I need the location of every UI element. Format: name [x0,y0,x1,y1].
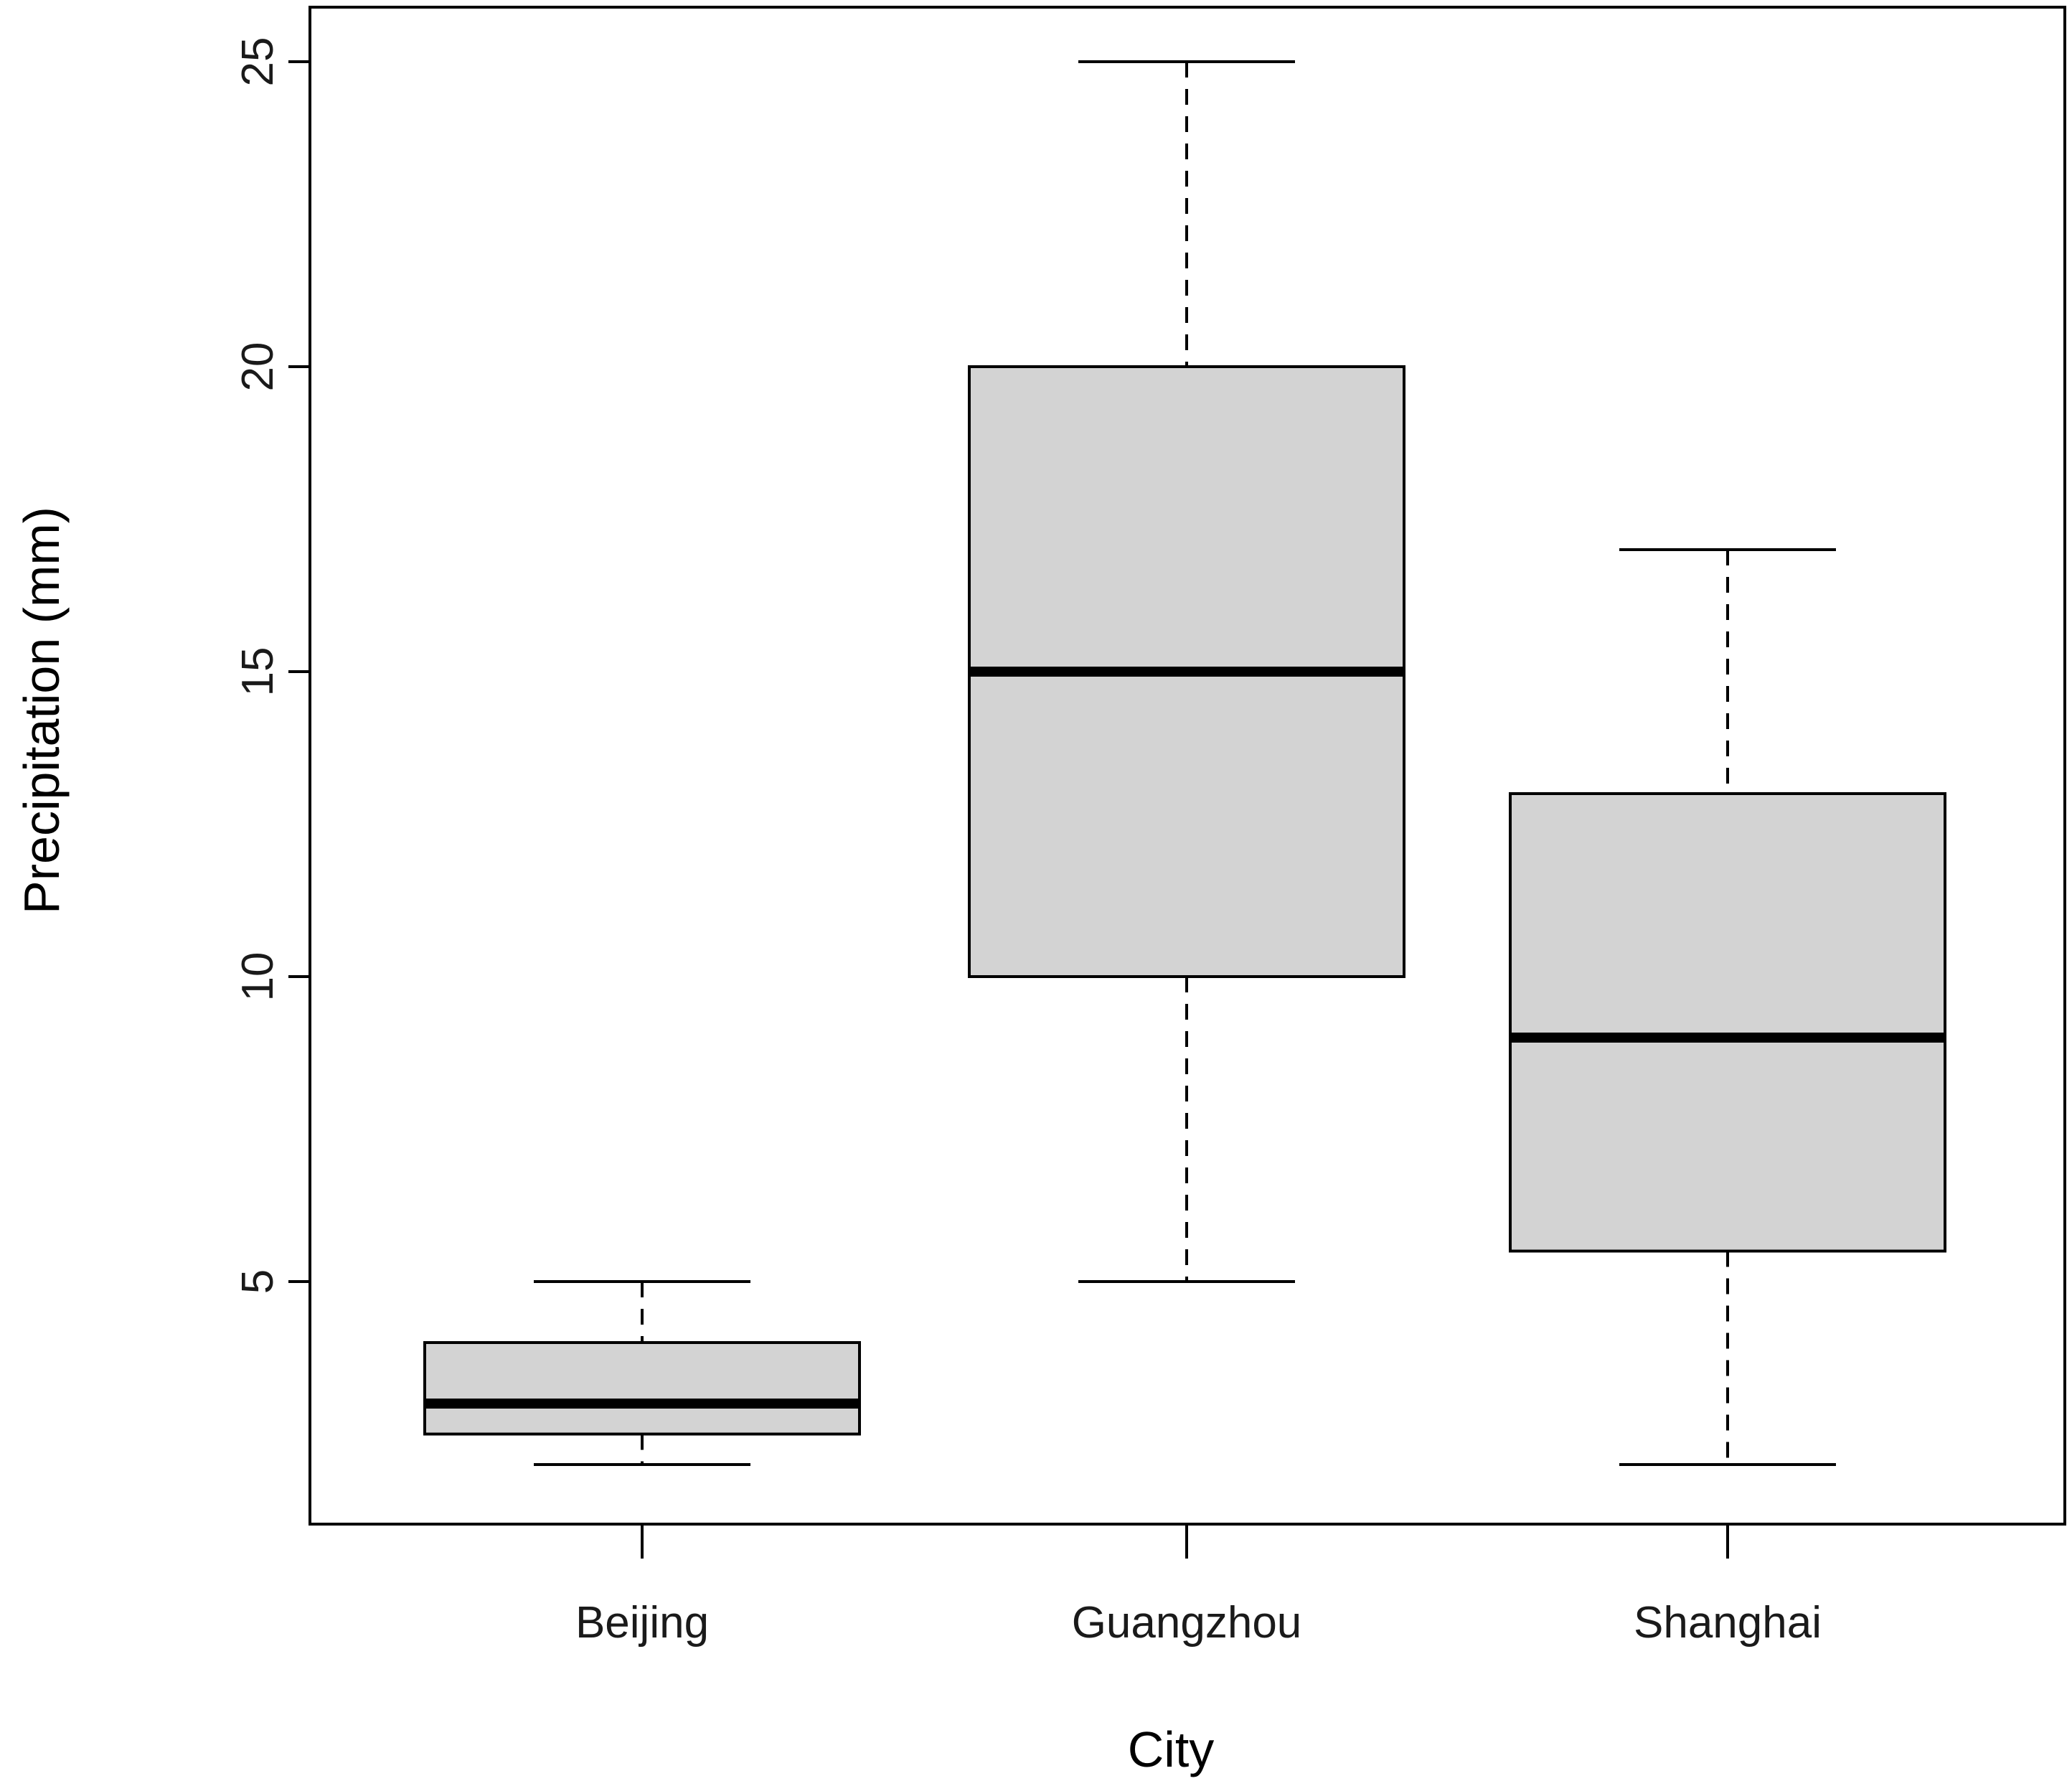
x-axis: Beijing Guangzhou Shanghai [575,1524,1822,1648]
y-tick-label-15: 15 [233,647,283,697]
y-tick-label-25: 25 [233,37,283,87]
box-beijing [423,1280,861,1466]
box-series [423,60,1946,1466]
y-axis: 5 10 15 20 25 [233,37,310,1294]
y-axis-title: Precipitation (mm) [14,507,70,914]
x-tick-label-beijing: Beijing [575,1598,709,1648]
box-guangzhou [968,60,1405,1283]
x-axis-title: City [1128,1721,1215,1777]
x-tick-label-guangzhou: Guangzhou [1072,1598,1302,1648]
iqr-box-beijing [423,1341,861,1436]
iqr-box-shanghai [1509,792,1946,1253]
y-tick-label-10: 10 [233,952,283,1002]
x-tick-label-shanghai: Shanghai [1634,1598,1822,1648]
y-tick-label-20: 20 [233,342,283,392]
y-tick-label-5: 5 [233,1269,283,1294]
box-shanghai [1509,548,1946,1466]
